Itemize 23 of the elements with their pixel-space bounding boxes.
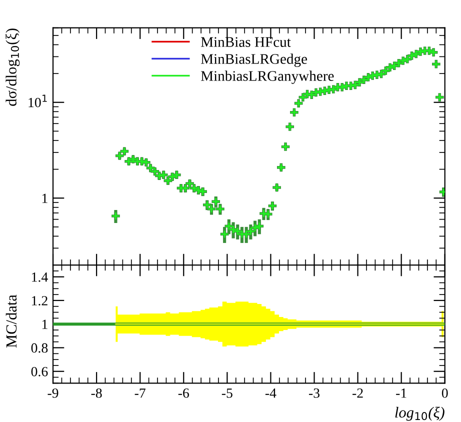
x-tick-label: -7 bbox=[134, 388, 146, 398]
y-tick-label: 1.2 bbox=[32, 296, 48, 306]
y-axis-title: dσ/dlog$_{10}$(ξ) bbox=[6, 28, 20, 106]
y-tick-label: 1 bbox=[42, 194, 48, 203]
y-tick-label: 0.6 bbox=[31, 366, 48, 376]
legend-label: MinBias HFcut bbox=[201, 37, 291, 47]
x-tick-label: -1 bbox=[396, 388, 406, 398]
x-tick-label: -3 bbox=[308, 388, 320, 398]
x-tick-label: -5 bbox=[222, 388, 232, 398]
y-axis-title: MC/data bbox=[6, 294, 17, 348]
y-tick-label: 10$^{1}$ bbox=[28, 94, 47, 108]
y-tick-label: 0.8 bbox=[31, 343, 48, 353]
x-tick-label: -6 bbox=[178, 388, 189, 398]
legend-label: MinbiasLRGanywhere bbox=[201, 70, 334, 84]
x-tick-label: -9 bbox=[48, 388, 58, 398]
x-axis-title: log$_{10}$(ξ) bbox=[395, 406, 444, 421]
y-tick-label: 1 bbox=[42, 320, 48, 329]
y-tick-label: 1.4 bbox=[32, 272, 48, 282]
x-tick-label: -2 bbox=[352, 388, 363, 398]
x-tick-label: -4 bbox=[265, 388, 276, 398]
legend-label: MinBiasLRGedge bbox=[201, 54, 308, 67]
x-tick-label: -8 bbox=[91, 388, 102, 398]
x-tick-label: 0 bbox=[442, 388, 448, 398]
